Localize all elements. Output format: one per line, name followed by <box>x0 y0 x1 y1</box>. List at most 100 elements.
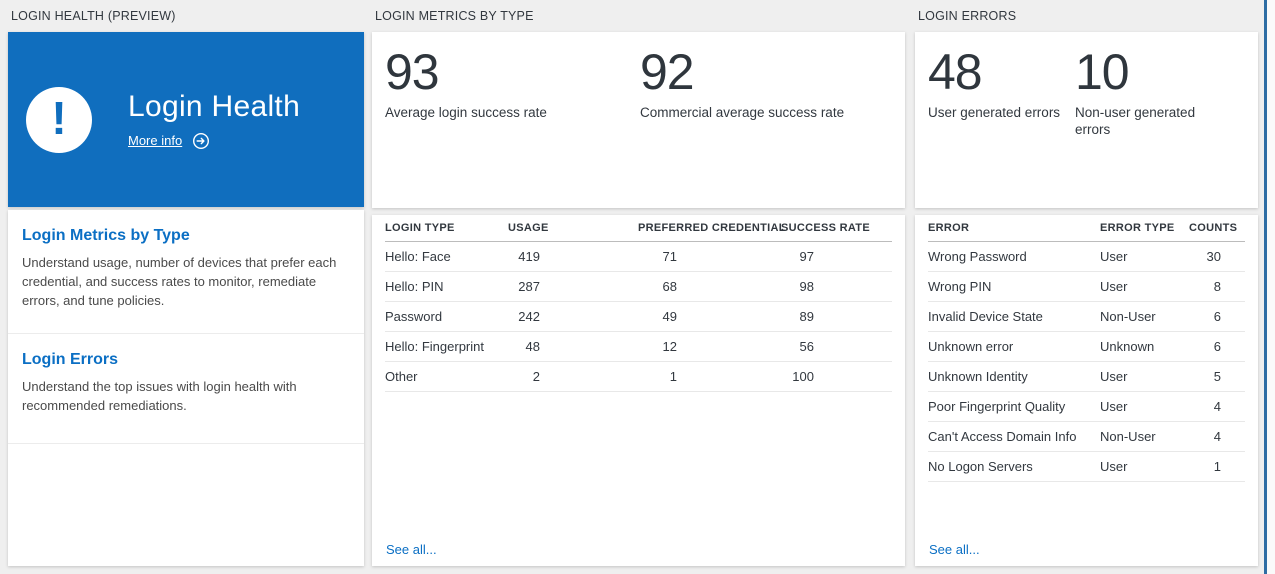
cell: Hello: PIN <box>385 279 444 294</box>
cell: Invalid Device State <box>928 309 1043 324</box>
cell: User <box>1100 369 1128 384</box>
section-title-login-errors[interactable]: Login Errors <box>22 351 119 368</box>
cell: 287 <box>518 279 540 294</box>
table-row: Hello: Fingerprint 48 12 56 <box>385 332 892 362</box>
table-row: Other 2 1 100 <box>385 362 892 392</box>
stat-label: Average login success rate <box>385 104 547 120</box>
see-all-link-errors[interactable]: See all... <box>929 542 980 557</box>
table-row: Password 242 49 89 <box>385 302 892 332</box>
cell: 1 <box>669 369 677 384</box>
login-metrics-table: LOGIN TYPE USAGE PREFERRED CREDENTIAL SUCCE… <box>385 215 892 392</box>
stat-average-success-rate: 93 Average login success rate <box>385 44 640 208</box>
cell: Unknown error <box>928 339 1014 354</box>
cell: No Logon Servers <box>928 459 1033 474</box>
login-errors-section-link[interactable]: Login Errors Understand the top issues w… <box>8 334 364 444</box>
table-row: Hello: PIN 287 68 98 <box>385 272 892 302</box>
stat-label: User generated errors <box>928 104 1061 120</box>
tile-title: Login Health <box>128 89 301 123</box>
cell: 98 <box>799 279 814 294</box>
see-all-link-metrics[interactable]: See all... <box>386 542 437 557</box>
cell: Hello: Face <box>385 249 451 264</box>
section-description-login-errors: Understand the top issues with login hea… <box>22 379 297 413</box>
cell: 4 <box>1213 399 1221 414</box>
panel-header-login-errors: LOGIN ERRORS <box>918 9 1017 23</box>
cell: Non-User <box>1100 309 1156 324</box>
panel-login-errors: LOGIN ERRORS 48 User generated errors 10… <box>915 0 1258 566</box>
cell: Wrong PIN <box>928 279 992 294</box>
cell: 89 <box>799 309 814 324</box>
cell: 48 <box>525 339 540 354</box>
more-info-link[interactable]: More info <box>128 132 300 150</box>
cell: Hello: Fingerprint <box>385 339 484 354</box>
cell: User <box>1100 279 1128 294</box>
cell: Other <box>385 369 418 384</box>
adjacent-blade-edge <box>1267 0 1275 574</box>
cell: 8 <box>1213 279 1221 294</box>
stat-value: 92 <box>640 44 695 100</box>
cell: 49 <box>662 309 677 324</box>
cell: 4 <box>1213 429 1221 444</box>
cell: Poor Fingerprint Quality <box>928 399 1066 414</box>
cell: 12 <box>662 339 677 354</box>
stat-user-errors: 48 User generated errors <box>928 44 1075 208</box>
cell: Non-User <box>1100 429 1156 444</box>
cell: 97 <box>799 249 814 264</box>
cell: 419 <box>518 249 540 264</box>
panel-header-login-health: LOGIN HEALTH (PREVIEW) <box>11 9 176 23</box>
table-header-row: LOGIN TYPE USAGE PREFERRED CREDENTIAL SUCCE… <box>385 215 892 242</box>
login-errors-table-card: ERROR ERROR TYPE COUNTS Wrong Password User 3… <box>915 215 1258 566</box>
stat-non-user-errors: 10 Non-user generated errors <box>1075 44 1207 208</box>
table-row: Invalid Device State Non-User 6 <box>928 302 1245 332</box>
cell: Unknown <box>1100 339 1155 354</box>
stat-commercial-success-rate: 92 Commercial average success rate <box>640 44 844 208</box>
cell: 1 <box>1213 459 1221 474</box>
cell: 100 <box>792 369 814 384</box>
cell: 6 <box>1213 339 1221 354</box>
cell: 30 <box>1206 249 1221 264</box>
login-metrics-table-card: LOGIN TYPE USAGE PREFERRED CREDENTIAL SUCCE… <box>372 215 905 566</box>
cell: Can't Access Domain Info <box>928 429 1077 444</box>
column-header: LOGIN TYPE <box>385 222 455 234</box>
cell: Wrong Password <box>928 249 1027 264</box>
column-header: USAGE <box>508 222 549 234</box>
cell: 2 <box>532 369 540 384</box>
login-health-links-card: Login Metrics by Type Understand usage, … <box>8 210 364 566</box>
column-header: ERROR <box>928 222 970 234</box>
login-metrics-section-link[interactable]: Login Metrics by Type Understand usage, … <box>8 210 364 334</box>
cell: Unknown Identity <box>928 369 1028 384</box>
table-row: Unknown error Unknown 6 <box>928 332 1245 362</box>
stat-label: Non-user generated errors <box>1075 104 1196 138</box>
cell: User <box>1100 459 1128 474</box>
panel-login-metrics: LOGIN METRICS BY TYPE 93 Average login s… <box>372 0 905 566</box>
column-header: SUCCESS RATE <box>781 222 870 234</box>
stat-label: Commercial average success rate <box>640 104 845 120</box>
blade-divider <box>1264 0 1267 574</box>
table-header-row: ERROR ERROR TYPE COUNTS <box>928 215 1245 242</box>
table-row: Poor Fingerprint Quality User 4 <box>928 392 1245 422</box>
cell: 56 <box>799 339 814 354</box>
table-row: Can't Access Domain Info Non-User 4 <box>928 422 1245 452</box>
table-row: Wrong Password User 30 <box>928 242 1245 272</box>
cell: 242 <box>518 309 540 324</box>
panel-header-login-metrics: LOGIN METRICS BY TYPE <box>375 9 534 23</box>
cell: 71 <box>662 249 677 264</box>
cell: 68 <box>662 279 677 294</box>
table-row: No Logon Servers User 1 <box>928 452 1245 482</box>
more-info-label[interactable]: More info <box>128 133 183 148</box>
login-health-tile[interactable]: ! Login Health More info <box>8 32 364 207</box>
panel-login-health: LOGIN HEALTH (PREVIEW) ! Login Health Mo… <box>8 0 364 566</box>
cell: 6 <box>1213 309 1221 324</box>
column-header: ERROR TYPE <box>1100 222 1175 234</box>
column-header: PREFERRED CREDENTIAL <box>638 222 786 234</box>
cell: 5 <box>1213 369 1221 384</box>
login-errors-stats-card: 48 User generated errors 10 Non-user gen… <box>915 32 1258 208</box>
section-description-login-metrics: Understand usage, number of devices that… <box>22 255 337 308</box>
exclamation-icon: ! <box>26 86 92 153</box>
stat-value: 10 <box>1075 44 1130 100</box>
section-title-login-metrics[interactable]: Login Metrics by Type <box>22 227 190 244</box>
login-metrics-stats-card: 93 Average login success rate 92 Commerc… <box>372 32 905 208</box>
table-row: Wrong PIN User 8 <box>928 272 1245 302</box>
login-errors-table: ERROR ERROR TYPE COUNTS Wrong Password User 3… <box>928 215 1245 482</box>
stat-value: 48 <box>928 44 983 100</box>
